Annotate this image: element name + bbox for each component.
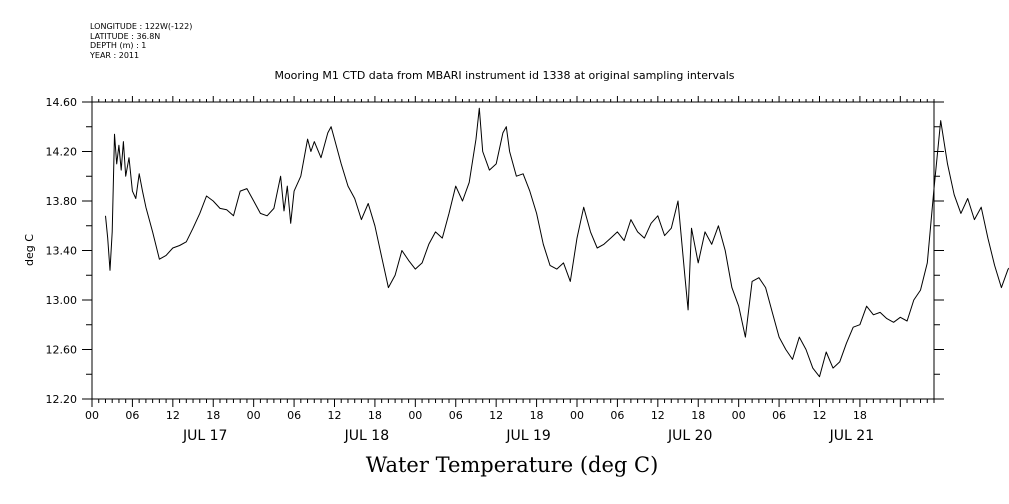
y-axis-label: deg C	[23, 234, 36, 266]
y-tick-label: 12.60	[46, 344, 78, 357]
y-tick-label: 14.20	[46, 146, 78, 159]
x-hour-tick-label: 12	[327, 409, 341, 422]
x-hour-tick-label: 00	[85, 409, 99, 422]
x-axis-label: Water Temperature (deg C)	[365, 453, 659, 477]
x-hour-tick-label: 00	[732, 409, 746, 422]
x-hour-tick-label: 06	[125, 409, 139, 422]
x-hour-tick-label: 18	[206, 409, 220, 422]
meta-longitude: LONGITUDE : 122W(-122)	[90, 22, 193, 31]
meta-year: YEAR : 2011	[90, 50, 140, 60]
x-day-tick-label: JUL 21	[829, 428, 874, 444]
x-day-tick-label: JUL 18	[344, 428, 389, 444]
x-hour-tick-label: 12	[166, 409, 180, 422]
x-day-tick-label: JUL 17	[182, 428, 227, 444]
x-day-tick-label: JUL 20	[667, 428, 712, 444]
x-hour-tick-label: 18	[530, 409, 544, 422]
x-hour-tick-label: 18	[853, 409, 867, 422]
meta-depth: DEPTH (m) : 1	[90, 41, 147, 50]
x-hour-tick-label: 12	[812, 409, 826, 422]
x-hour-tick-label: 06	[287, 409, 301, 422]
x-hour-tick-label: 18	[368, 409, 382, 422]
y-tick-label: 14.60	[46, 96, 78, 109]
x-hour-tick-label: 06	[449, 409, 463, 422]
y-tick-label: 13.40	[46, 245, 78, 258]
chart-title: Mooring M1 CTD data from MBARI instrumen…	[274, 69, 735, 82]
x-hour-tick-label: 00	[247, 409, 261, 422]
x-hour-tick-label: 18	[691, 409, 705, 422]
station-metadata: LONGITUDE : 122W(-122) LATITUDE : 36.8N …	[90, 22, 192, 60]
x-hour-tick-label: 12	[489, 409, 503, 422]
water-temperature-line	[105, 107, 1009, 378]
x-hour-tick-label: 06	[610, 409, 624, 422]
y-tick-label: 12.20	[46, 393, 78, 406]
x-hour-tick-label: 00	[408, 409, 422, 422]
x-day-tick-label: JUL 19	[505, 428, 550, 444]
x-hour-tick-label: 12	[651, 409, 665, 422]
y-tick-label: 13.00	[46, 294, 78, 307]
y-tick-label: 13.80	[46, 195, 78, 208]
meta-latitude: LATITUDE : 36.8N	[90, 31, 161, 41]
x-hour-tick-label: 06	[772, 409, 786, 422]
x-hour-tick-label: 00	[570, 409, 584, 422]
